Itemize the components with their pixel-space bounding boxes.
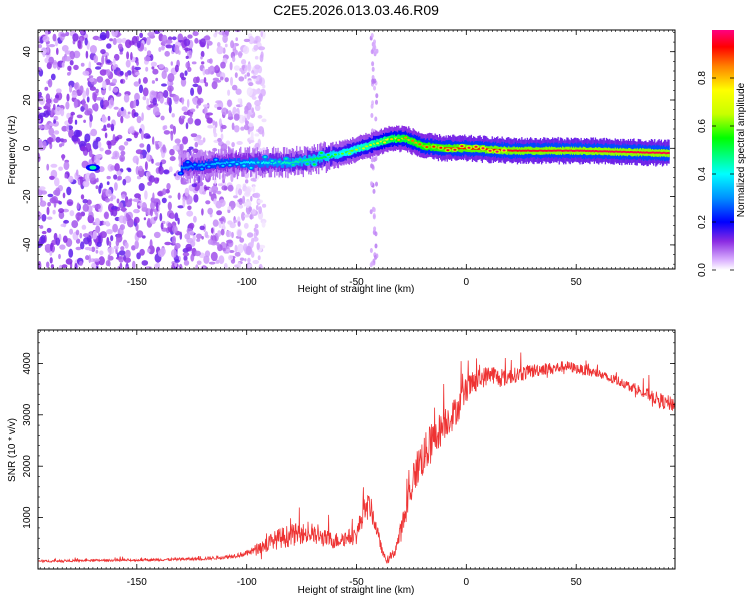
x-tick-label: 0 (464, 577, 470, 588)
colorbar-label: Normalized spectral amplitude (736, 82, 747, 217)
x-tick-label: -100 (237, 577, 257, 588)
colorbar-ticks: 0.0 0.2 0.4 0.6 0.8 (697, 71, 734, 277)
snr-panel: -150 -100 -50 0 50 1000 2000 3000 4000 Height o… (7, 329, 676, 596)
heatmap-ridge-layer (85, 125, 670, 184)
spectrogram-x-ticks: -150 -100 -50 0 50 (39, 30, 674, 288)
y-tick-label: 3000 (22, 403, 33, 426)
x-tick-label: -150 (127, 277, 147, 288)
y-tick-label: 40 (22, 46, 33, 58)
figure-title: C2E5.2026.013.03.46.R09 (273, 2, 439, 18)
spectrogram-panel: -150 -100 -50 0 50 -40 -20 0 20 40 Height of str… (7, 29, 676, 295)
y-tick-label: 1000 (22, 506, 33, 529)
y-tick-label: 4000 (22, 352, 33, 375)
heatmap-noise-layer (38, 30, 379, 269)
spectrogram-x-axis-label: Height of straight line (km) (298, 284, 415, 295)
snr-x-axis-label: Height of straight line (km) (298, 585, 415, 596)
y-tick-label: 20 (22, 94, 33, 106)
colorbar-tick-label: 0.6 (697, 119, 708, 133)
snr-frame (37, 329, 676, 570)
x-tick-label: -50 (349, 577, 364, 588)
colorbar-tick-label: 0.0 (697, 263, 708, 277)
snr-series-line (38, 352, 675, 564)
x-tick-label: 50 (571, 577, 583, 588)
spectrogram-y-ticks: -40 -20 0 20 40 (22, 32, 675, 265)
spectrogram-y-axis-label: Frequency (Hz) (7, 116, 18, 185)
x-tick-label: -150 (127, 577, 147, 588)
y-tick-label: -20 (22, 189, 33, 204)
snr-y-ticks: 1000 2000 3000 4000 (22, 332, 675, 570)
x-tick-label: -100 (237, 277, 257, 288)
colorbar-tick-label: 0.8 (697, 71, 708, 85)
snr-x-ticks: -150 -100 -50 0 50 (39, 330, 674, 588)
colorbar-tick-label: 0.2 (697, 215, 708, 229)
colorbar-gradient (712, 30, 734, 270)
x-tick-label: -50 (349, 277, 364, 288)
y-tick-label: -40 (22, 237, 33, 252)
snr-y-axis-label: SNR (10 * v/v) (7, 418, 18, 482)
colorbar-tick-label: 0.4 (697, 167, 708, 181)
x-tick-label: 0 (464, 277, 470, 288)
x-tick-label: 50 (571, 277, 583, 288)
y-tick-label: 2000 (22, 455, 33, 478)
colorbar: 0.0 0.2 0.4 0.6 0.8 Normalized spectral ampl… (697, 30, 747, 277)
y-tick-label: 0 (22, 145, 33, 151)
